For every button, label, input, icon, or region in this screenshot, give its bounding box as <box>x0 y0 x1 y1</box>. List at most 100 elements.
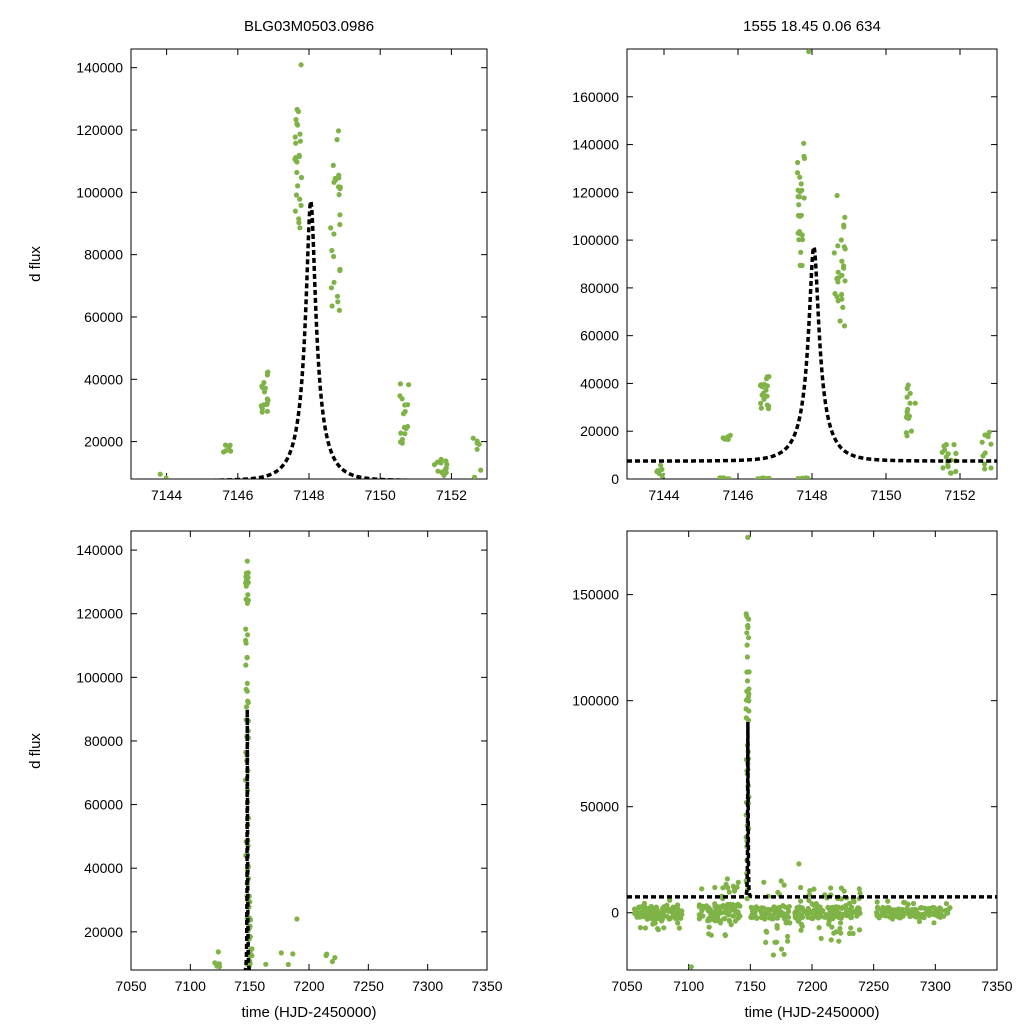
data-point <box>850 930 856 937</box>
data-point <box>650 911 656 917</box>
data-point <box>828 937 834 943</box>
data-point <box>696 903 702 909</box>
data-point <box>930 904 936 911</box>
data-point <box>335 299 341 305</box>
data-point <box>731 905 738 911</box>
data-point <box>243 704 250 710</box>
data-point <box>835 243 841 249</box>
x-tick-label: 7250 <box>353 978 384 994</box>
data-point <box>332 955 338 961</box>
data-point <box>642 925 649 931</box>
data-point <box>795 230 801 236</box>
data-point <box>797 262 803 268</box>
y-tick-label: 60000 <box>580 328 619 344</box>
data-point <box>744 613 750 620</box>
data-point <box>942 447 948 453</box>
data-point <box>980 453 986 459</box>
data-point <box>243 626 249 632</box>
data-point <box>295 183 301 189</box>
data-point <box>921 915 927 921</box>
data-point <box>836 938 842 944</box>
data-point <box>904 413 910 419</box>
x-tick-label: 7146 <box>722 487 753 503</box>
data-point <box>641 909 647 915</box>
data-point <box>811 886 817 892</box>
data-point <box>890 907 896 913</box>
data-point <box>243 640 249 646</box>
data-point <box>833 929 839 935</box>
data-point <box>834 192 840 199</box>
data-point <box>650 916 657 923</box>
data-point <box>745 622 751 629</box>
data-point <box>332 175 338 182</box>
data-point <box>807 888 813 894</box>
data-point <box>701 905 708 911</box>
data-point <box>816 910 822 916</box>
data-point <box>754 476 761 479</box>
data-point <box>336 307 342 313</box>
data-point <box>986 429 992 435</box>
data-point <box>706 924 712 930</box>
data-point <box>817 904 823 910</box>
data-point <box>838 885 845 891</box>
data-point <box>770 952 777 958</box>
data-point <box>297 131 303 137</box>
data-point <box>766 403 772 409</box>
y-tick-label: 100000 <box>76 184 123 200</box>
data-point <box>720 885 726 891</box>
data-point <box>761 879 767 885</box>
data-point <box>941 443 947 449</box>
data-point <box>334 137 340 143</box>
data-point <box>857 910 863 917</box>
data-point <box>474 446 480 452</box>
data-point <box>296 216 302 222</box>
data-point <box>245 698 251 704</box>
data-point <box>633 910 639 917</box>
data-point <box>910 900 917 907</box>
data-point <box>745 534 751 541</box>
data-point <box>323 952 329 959</box>
data-point <box>841 222 847 228</box>
data-point <box>728 922 734 928</box>
y-tick-label: 40000 <box>84 371 123 387</box>
data-point <box>769 916 775 922</box>
data-point <box>293 140 299 146</box>
data-point <box>835 269 841 275</box>
data-point <box>670 911 676 917</box>
data-point <box>835 279 841 285</box>
y-tick-label: 50000 <box>580 799 619 815</box>
data-point <box>633 907 639 913</box>
data-point <box>805 905 811 912</box>
data-point <box>946 906 952 912</box>
x-tick-label: 7200 <box>293 978 324 994</box>
data-point <box>795 159 801 166</box>
data-point <box>744 654 751 660</box>
data-point <box>263 961 269 967</box>
data-point <box>837 925 843 932</box>
data-point <box>774 922 780 929</box>
data-point <box>811 902 817 908</box>
data-point <box>752 912 758 918</box>
y-tick-label: 120000 <box>76 606 123 622</box>
data-point <box>787 920 793 926</box>
x-tick-label: 7350 <box>981 978 1012 994</box>
data-point <box>837 920 844 926</box>
data-point <box>264 372 270 378</box>
data-point <box>658 462 664 468</box>
data-point <box>806 892 812 898</box>
y-tick-label: 140000 <box>76 542 123 558</box>
data-point <box>801 140 807 146</box>
data-point <box>843 902 849 909</box>
y-tick-label: 100000 <box>572 232 619 248</box>
data-point <box>406 382 412 388</box>
data-point <box>781 882 787 888</box>
data-point <box>258 403 264 409</box>
data-point <box>726 889 732 895</box>
data-point <box>245 597 251 603</box>
data-point <box>848 915 854 921</box>
data-point <box>335 184 342 190</box>
y-tick-label: 120000 <box>76 122 123 138</box>
data-point <box>723 904 730 911</box>
plot-area <box>131 62 487 479</box>
data-point <box>228 448 234 454</box>
